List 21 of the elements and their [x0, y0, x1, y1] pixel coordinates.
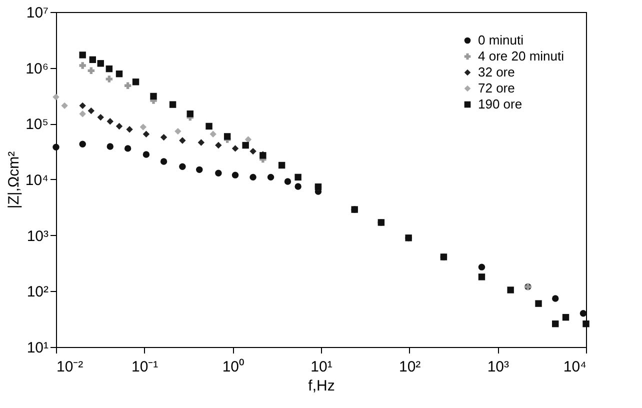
x-tick-label: 10⁻¹	[131, 358, 158, 376]
x-tick-label: 10⁴	[563, 358, 586, 376]
y-tick-label: 10³	[26, 228, 48, 245]
legend-label: 0 minuti	[478, 32, 524, 48]
legend-label: 72 ore	[478, 80, 515, 96]
x-tick-label: 10²	[398, 358, 421, 376]
x-axis-title: f,Hz	[308, 378, 335, 394]
legend-label: 190 ore	[478, 96, 522, 112]
legend-label: 4 ore 20 minuti	[478, 48, 564, 64]
x-tick-label: 10⁻²	[56, 358, 84, 376]
y-axis-title: |Z|,Ωcm²	[5, 151, 22, 209]
y-tick-label: 10⁵	[26, 116, 48, 134]
y-tick-label: 10⁴	[25, 172, 48, 189]
y-tick-label: 10⁶	[26, 60, 48, 78]
y-tick-label: 10²	[26, 284, 48, 301]
legend-label: 32 ore	[478, 64, 515, 80]
y-tick-label: 10¹	[26, 340, 48, 356]
y-tick-label: 10⁷	[26, 4, 48, 22]
x-tick-label: 10³	[487, 358, 510, 376]
x-tick-label: 10¹	[310, 358, 332, 376]
x-tick-label: 10⁰	[222, 358, 244, 376]
